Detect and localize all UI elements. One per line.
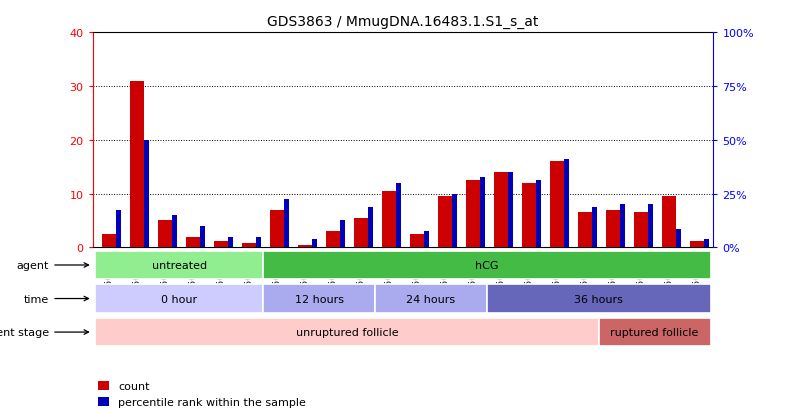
Bar [634, 213, 647, 248]
Text: hCG: hCG [475, 260, 499, 271]
Bar [159, 221, 172, 248]
Bar [201, 226, 206, 248]
Bar [466, 180, 480, 248]
Bar [172, 216, 177, 248]
Bar [270, 210, 285, 248]
Bar [264, 285, 375, 313]
Bar [647, 205, 653, 248]
Bar [480, 178, 485, 248]
Bar [578, 213, 592, 248]
Bar [396, 183, 401, 248]
Text: 24 hours: 24 hours [406, 294, 455, 304]
Bar [550, 162, 563, 248]
Text: 12 hours: 12 hours [295, 294, 343, 304]
Bar [605, 210, 620, 248]
Bar [298, 245, 312, 248]
Bar [312, 240, 318, 248]
Bar [424, 232, 429, 248]
Text: time: time [24, 294, 89, 304]
Bar [487, 285, 711, 313]
Bar [186, 237, 201, 248]
Bar [375, 285, 487, 313]
Bar [536, 180, 541, 248]
Bar [410, 235, 424, 248]
Bar [675, 229, 680, 248]
Bar [690, 241, 704, 248]
Text: unruptured follicle: unruptured follicle [296, 327, 398, 337]
Bar [116, 210, 122, 248]
Bar [592, 207, 596, 248]
Bar [563, 159, 569, 248]
Bar [452, 194, 457, 248]
Bar [704, 240, 708, 248]
Legend: count, percentile rank within the sample: count, percentile rank within the sample [98, 381, 306, 408]
Text: 36 hours: 36 hours [574, 294, 623, 304]
Bar [326, 232, 340, 248]
Bar [494, 173, 508, 248]
Bar [95, 285, 264, 313]
Bar [354, 218, 368, 248]
Bar [243, 244, 256, 248]
Bar [620, 205, 625, 248]
Text: agent: agent [17, 260, 89, 271]
Bar [599, 318, 711, 347]
Bar [438, 197, 452, 248]
Bar [131, 81, 144, 248]
Bar [228, 237, 233, 248]
Text: development stage: development stage [0, 327, 89, 337]
Bar [662, 197, 675, 248]
Bar [382, 191, 396, 248]
Bar [368, 207, 373, 248]
Bar [95, 251, 264, 280]
Bar [508, 173, 513, 248]
Bar [264, 251, 711, 280]
Bar [256, 237, 261, 248]
Bar [285, 199, 289, 248]
Text: untreated: untreated [152, 260, 207, 271]
Title: GDS3863 / MmugDNA.16483.1.S1_s_at: GDS3863 / MmugDNA.16483.1.S1_s_at [268, 15, 538, 29]
Text: 0 hour: 0 hour [161, 294, 197, 304]
Bar [95, 318, 599, 347]
Text: ruptured follicle: ruptured follicle [610, 327, 699, 337]
Bar [214, 241, 228, 248]
Bar [144, 140, 149, 248]
Bar [521, 183, 536, 248]
Bar [102, 235, 116, 248]
Bar [340, 221, 345, 248]
